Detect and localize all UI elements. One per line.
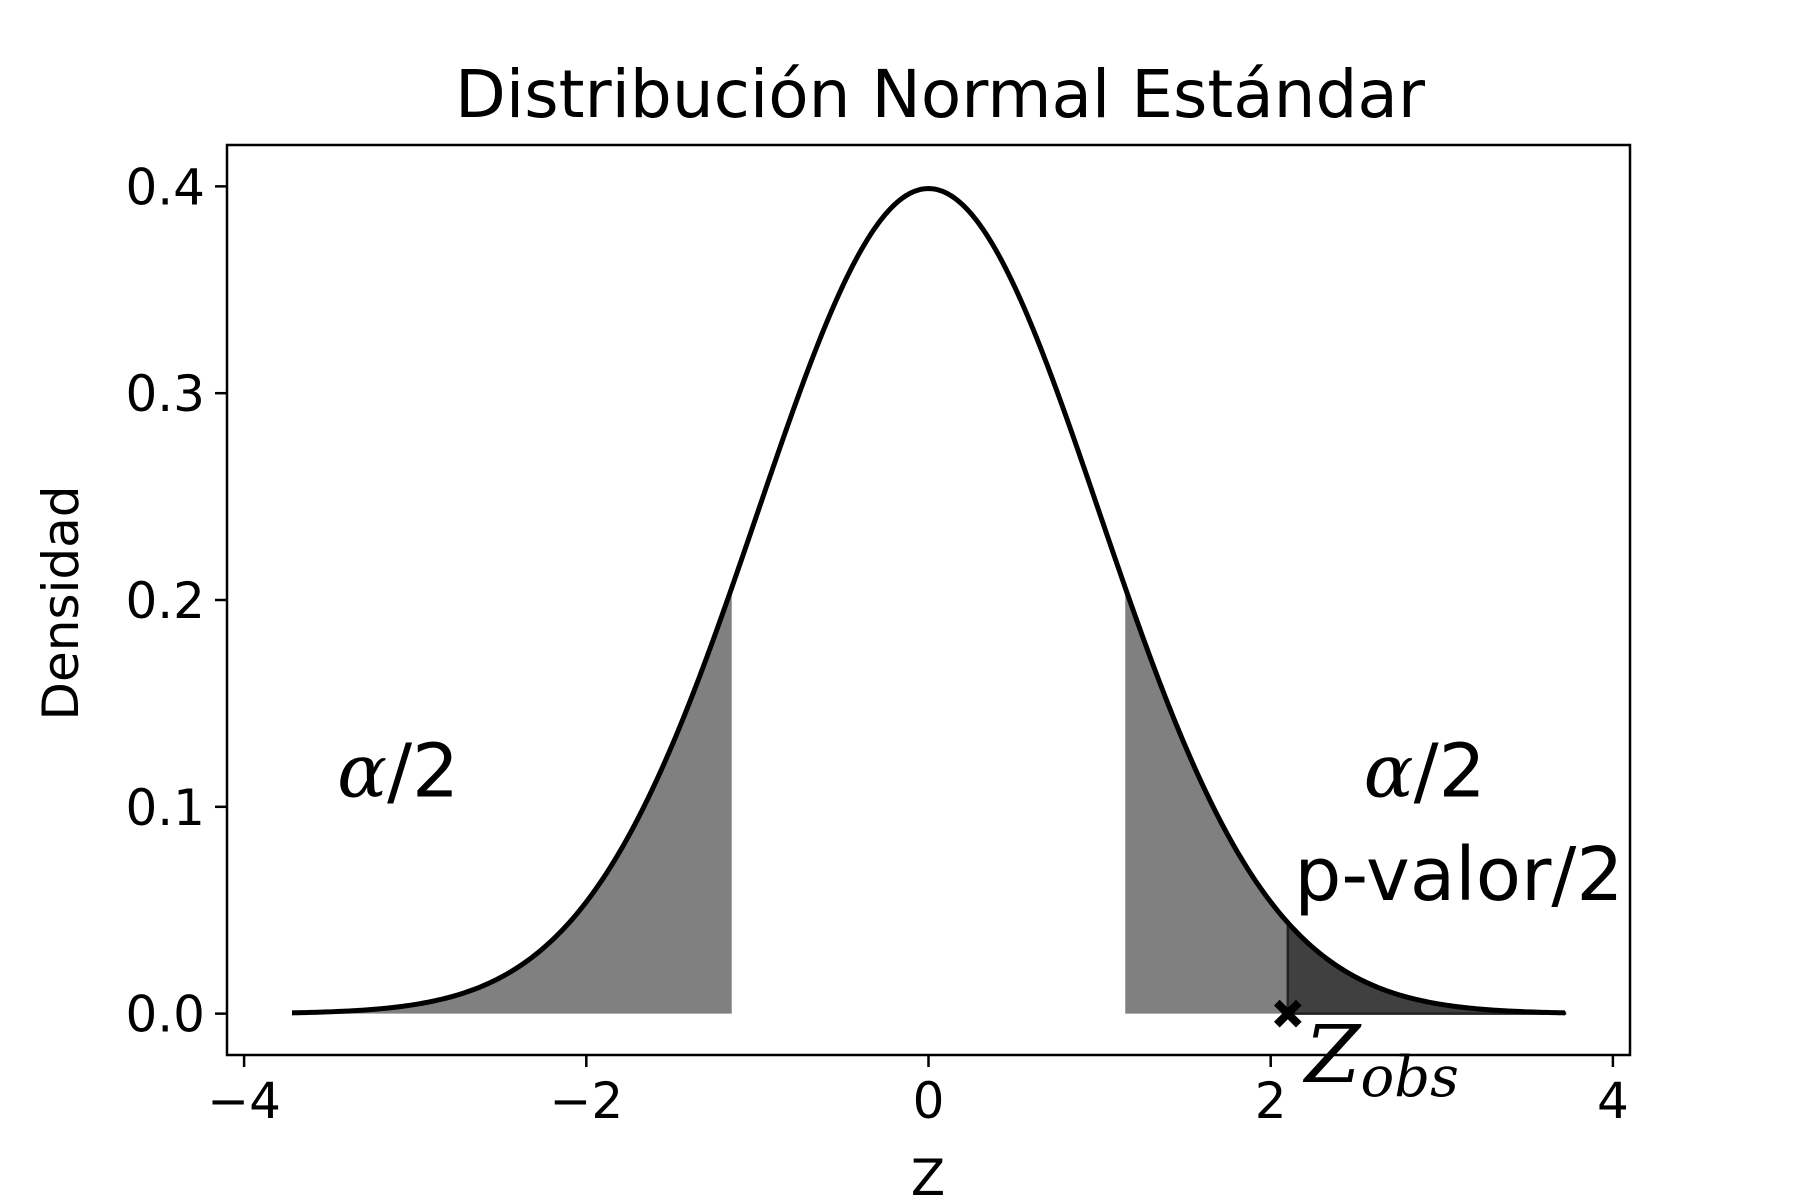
- x-tick-label: 0: [913, 1072, 945, 1130]
- y-tick-label: 0.3: [125, 365, 205, 423]
- chart-title: Distribución Normal Estándar: [455, 56, 1426, 133]
- shaded-region-left-alpha-2: [292, 587, 732, 1014]
- alpha-divisor: /2: [387, 728, 459, 814]
- alpha-divisor: /2: [1414, 728, 1486, 814]
- y-tick-label: 0.2: [125, 572, 205, 630]
- x-tick-label: −2: [549, 1072, 623, 1130]
- z-obs-label: Zobs: [1302, 1008, 1459, 1110]
- y-tick-label: 0.4: [125, 158, 205, 216]
- y-tick-label: 0.1: [125, 779, 205, 837]
- y-tick-label: 0.0: [125, 986, 205, 1044]
- left-alpha-half-label: α/2: [337, 728, 459, 814]
- x-tick-label: 4: [1597, 1072, 1629, 1130]
- x-axis-ticks: −4 −2 0 2 4: [207, 1055, 1629, 1130]
- density-curve: [291, 186, 1566, 1016]
- p-value-half-label: p-valor/2: [1294, 832, 1623, 918]
- obs-subscript: obs: [1361, 1045, 1459, 1110]
- x-tick-label: −4: [207, 1072, 281, 1130]
- z-symbol: Z: [1302, 1008, 1362, 1101]
- y-axis-ticks: 0.0 0.1 0.2 0.3 0.4: [125, 158, 227, 1044]
- right-alpha-half-label: α/2: [1364, 728, 1486, 814]
- alpha-symbol: α: [1364, 728, 1414, 814]
- x-axis-label: Z: [911, 1149, 945, 1200]
- x-tick-label: 2: [1255, 1072, 1287, 1130]
- alpha-symbol: α: [337, 728, 387, 814]
- shaded-region-right-alpha-2: [1125, 587, 1565, 1014]
- y-axis-label: Densidad: [32, 485, 90, 720]
- z-obs-marker: [1273, 999, 1302, 1028]
